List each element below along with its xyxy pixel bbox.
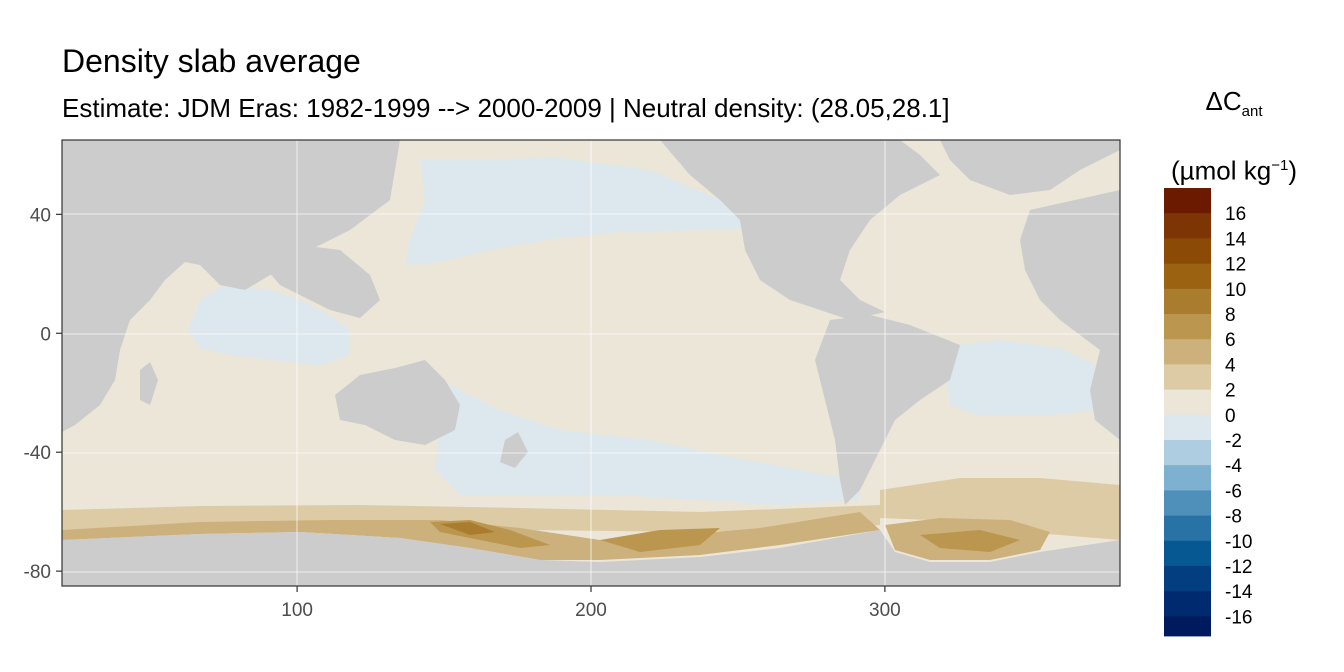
legend-unit-sup: −1 bbox=[1271, 157, 1289, 175]
legend-subscript: ant bbox=[1241, 103, 1263, 121]
atlantic-tropics-region bbox=[945, 340, 1100, 416]
antarctic-max-region-4 bbox=[920, 530, 1020, 552]
colorbar-swatch bbox=[1164, 515, 1211, 542]
legend-symbol: ΔC bbox=[1205, 86, 1242, 116]
colorbar-label: 14 bbox=[1225, 229, 1247, 250]
land-africa bbox=[62, 140, 400, 432]
antarctic-max-region-2 bbox=[440, 522, 495, 535]
x-tick-label: 200 bbox=[575, 600, 607, 621]
colorbar-label: 16 bbox=[1225, 204, 1246, 225]
colorbar-swatch bbox=[1164, 490, 1211, 517]
colorbar-label: -10 bbox=[1225, 532, 1252, 553]
colorbar-label: 8 bbox=[1225, 305, 1236, 326]
colorbar-label: -6 bbox=[1225, 481, 1242, 502]
colorbar: 16 14 12 10 8 6 4 2 0 -2 -4 -6 -8 -10 -12 -14 -16 bbox=[1164, 188, 1253, 637]
chart-title: Density slab average bbox=[62, 43, 361, 79]
colorbar-label: -4 bbox=[1225, 456, 1242, 477]
colorbar-swatch bbox=[1164, 288, 1211, 315]
y-tick-label: -40 bbox=[24, 443, 51, 464]
colorbar-swatch bbox=[1164, 238, 1211, 265]
colorbar-swatch bbox=[1164, 591, 1211, 617]
southern-ocean-band bbox=[880, 478, 1120, 540]
indian-ocean-region bbox=[188, 285, 350, 365]
colorbar-label: 2 bbox=[1225, 381, 1236, 402]
colorbar-swatch bbox=[1164, 364, 1211, 391]
colorbar-label: -16 bbox=[1225, 607, 1252, 628]
colorbar-swatch bbox=[1164, 566, 1211, 592]
legend-title: ΔCant (µmol kg−1) bbox=[1164, 84, 1304, 188]
north-pacific-region bbox=[405, 158, 760, 265]
colorbar-swatch-end bbox=[1164, 616, 1211, 637]
land-south-america bbox=[815, 315, 960, 505]
colorbar-label: -2 bbox=[1225, 431, 1242, 452]
land-europe-africa-east bbox=[1020, 190, 1120, 440]
legend-unit: (µmol kg−1) bbox=[1164, 149, 1304, 188]
land-new-zealand bbox=[500, 432, 528, 468]
colorbar-label: -14 bbox=[1225, 582, 1253, 603]
south-pacific-west-region bbox=[435, 380, 860, 505]
y-tick-label: 0 bbox=[40, 324, 51, 345]
y-tick-label: 40 bbox=[30, 205, 51, 226]
colorbar-swatch bbox=[1164, 414, 1211, 441]
chart-subtitle: Estimate: JDM Eras: 1982-1999 --> 2000-2… bbox=[62, 93, 950, 123]
colorbar-swatch bbox=[1164, 440, 1211, 466]
colorbar-label: 0 bbox=[1225, 406, 1236, 427]
colorbar-swatch bbox=[1164, 213, 1211, 239]
x-axis: 100 200 300 bbox=[281, 586, 901, 621]
colorbar-label: -12 bbox=[1225, 557, 1252, 578]
grid-lines bbox=[62, 140, 1120, 586]
colorbar-label: -8 bbox=[1225, 507, 1242, 528]
colorbar-label: 6 bbox=[1225, 330, 1236, 351]
legend-unit-open: (µmol kg bbox=[1171, 155, 1272, 186]
legend-unit-close: ) bbox=[1288, 155, 1297, 186]
colorbar-swatch bbox=[1164, 465, 1211, 491]
land-greenland bbox=[940, 140, 1120, 195]
x-tick-label: 100 bbox=[281, 600, 313, 621]
antarctic-max-region-3 bbox=[600, 528, 720, 552]
colorbar-swatch bbox=[1164, 314, 1211, 340]
y-axis: 40 0 -40 -80 bbox=[24, 205, 62, 583]
colorbar-label: 4 bbox=[1225, 355, 1236, 376]
colorbar-label: 12 bbox=[1225, 255, 1246, 276]
land-north-america bbox=[660, 140, 940, 320]
colorbar-swatch bbox=[1164, 339, 1211, 365]
land-australia bbox=[335, 360, 460, 445]
colorbar-label: 10 bbox=[1225, 280, 1246, 301]
x-tick-label: 300 bbox=[869, 600, 901, 621]
land-asia-indonesia bbox=[260, 245, 380, 318]
y-tick-label: -80 bbox=[24, 562, 51, 583]
colorbar-swatch bbox=[1164, 263, 1211, 290]
land-madagascar bbox=[140, 362, 158, 405]
colorbar-swatch bbox=[1164, 389, 1211, 416]
colorbar-swatch bbox=[1164, 188, 1211, 214]
colorbar-swatch bbox=[1164, 540, 1211, 567]
